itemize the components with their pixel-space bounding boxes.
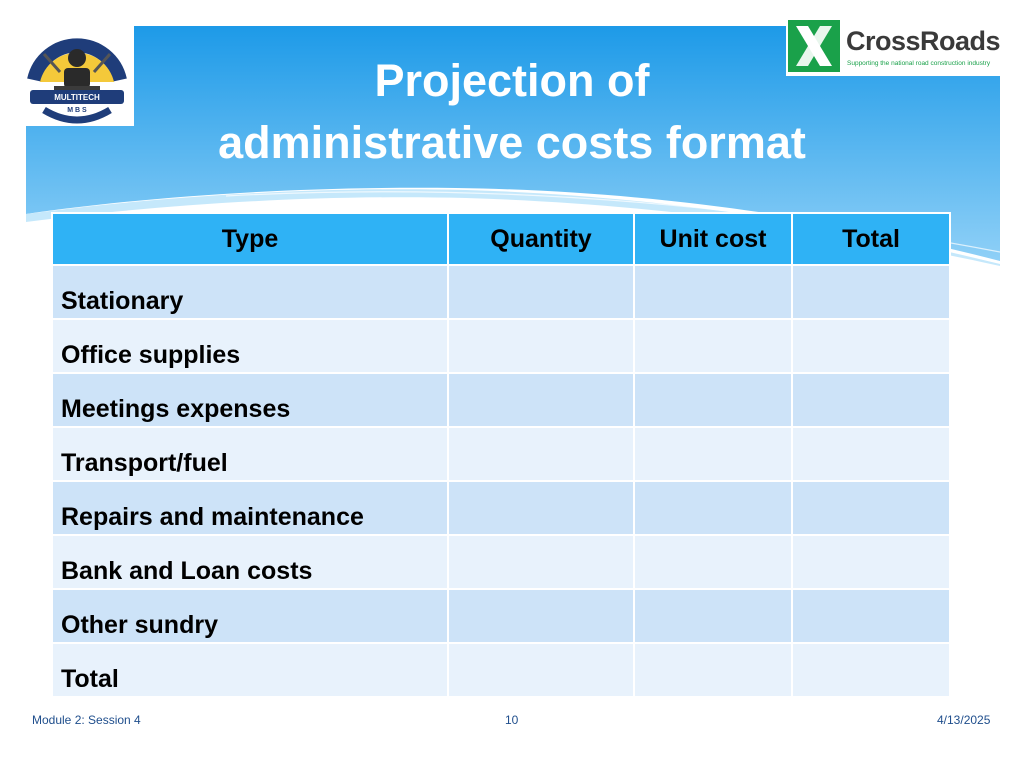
cell-quantity	[447, 534, 635, 590]
table-row: Stationary	[51, 264, 951, 320]
cell-type: Bank and Loan costs	[51, 534, 449, 590]
cell-type: Office supplies	[51, 318, 449, 374]
cell-type: Transport/fuel	[51, 426, 449, 482]
cell-total	[791, 534, 951, 590]
cell-total	[791, 426, 951, 482]
cell-unit-cost	[633, 642, 793, 698]
column-header-total: Total	[791, 212, 951, 266]
cell-total	[791, 264, 951, 320]
table-row: Other sundry	[51, 588, 951, 644]
cell-type: Stationary	[51, 264, 449, 320]
column-header-unit-cost: Unit cost	[633, 212, 793, 266]
cell-quantity	[447, 642, 635, 698]
table-row: Office supplies	[51, 318, 951, 374]
crossroads-brand-name: CrossRoads	[846, 26, 1001, 56]
cell-total	[791, 372, 951, 428]
cell-type: Other sundry	[51, 588, 449, 644]
cell-unit-cost	[633, 588, 793, 644]
slide-title: Projection of administrative costs forma…	[130, 50, 894, 174]
school-logo: MULTITECH M B S	[20, 18, 134, 126]
cell-unit-cost	[633, 426, 793, 482]
cell-quantity	[447, 426, 635, 482]
cell-quantity	[447, 372, 635, 428]
table-row: Total	[51, 642, 951, 698]
cell-unit-cost	[633, 372, 793, 428]
svg-text:M B S: M B S	[67, 107, 87, 114]
cell-unit-cost	[633, 480, 793, 536]
cell-type: Repairs and maintenance	[51, 480, 449, 536]
cell-unit-cost	[633, 264, 793, 320]
slide-title-line-1: Projection of	[374, 55, 650, 106]
cell-quantity	[447, 318, 635, 374]
admin-costs-table: Type Quantity Unit cost Total Stationary…	[51, 212, 951, 698]
cell-type: Meetings expenses	[51, 372, 449, 428]
footer-module-session: Module 2: Session 4	[32, 713, 141, 727]
cell-unit-cost	[633, 318, 793, 374]
table-row: Bank and Loan costs	[51, 534, 951, 590]
slide-title-line-2: administrative costs format	[218, 117, 806, 168]
crossroads-tagline: Supporting the national road constructio…	[847, 60, 991, 67]
column-header-type: Type	[51, 212, 449, 266]
cell-total	[791, 588, 951, 644]
cell-quantity	[447, 480, 635, 536]
table-row: Meetings expenses	[51, 372, 951, 428]
footer-date: 4/13/2025	[937, 713, 991, 727]
cell-quantity	[447, 264, 635, 320]
cell-total	[791, 318, 951, 374]
table-header-row: Type Quantity Unit cost Total	[51, 212, 951, 266]
footer-page-number: 10	[505, 713, 519, 727]
crossroads-x-icon	[788, 20, 840, 72]
column-header-quantity: Quantity	[447, 212, 635, 266]
cell-total	[791, 642, 951, 698]
svg-text:MULTITECH: MULTITECH	[54, 93, 100, 102]
cell-unit-cost	[633, 534, 793, 590]
cell-quantity	[447, 588, 635, 644]
cell-type: Total	[51, 642, 449, 698]
table-row: Repairs and maintenance	[51, 480, 951, 536]
table-row: Transport/fuel	[51, 426, 951, 482]
cell-total	[791, 480, 951, 536]
crossroads-logo: CrossRoads Supporting the national road …	[786, 18, 1002, 76]
